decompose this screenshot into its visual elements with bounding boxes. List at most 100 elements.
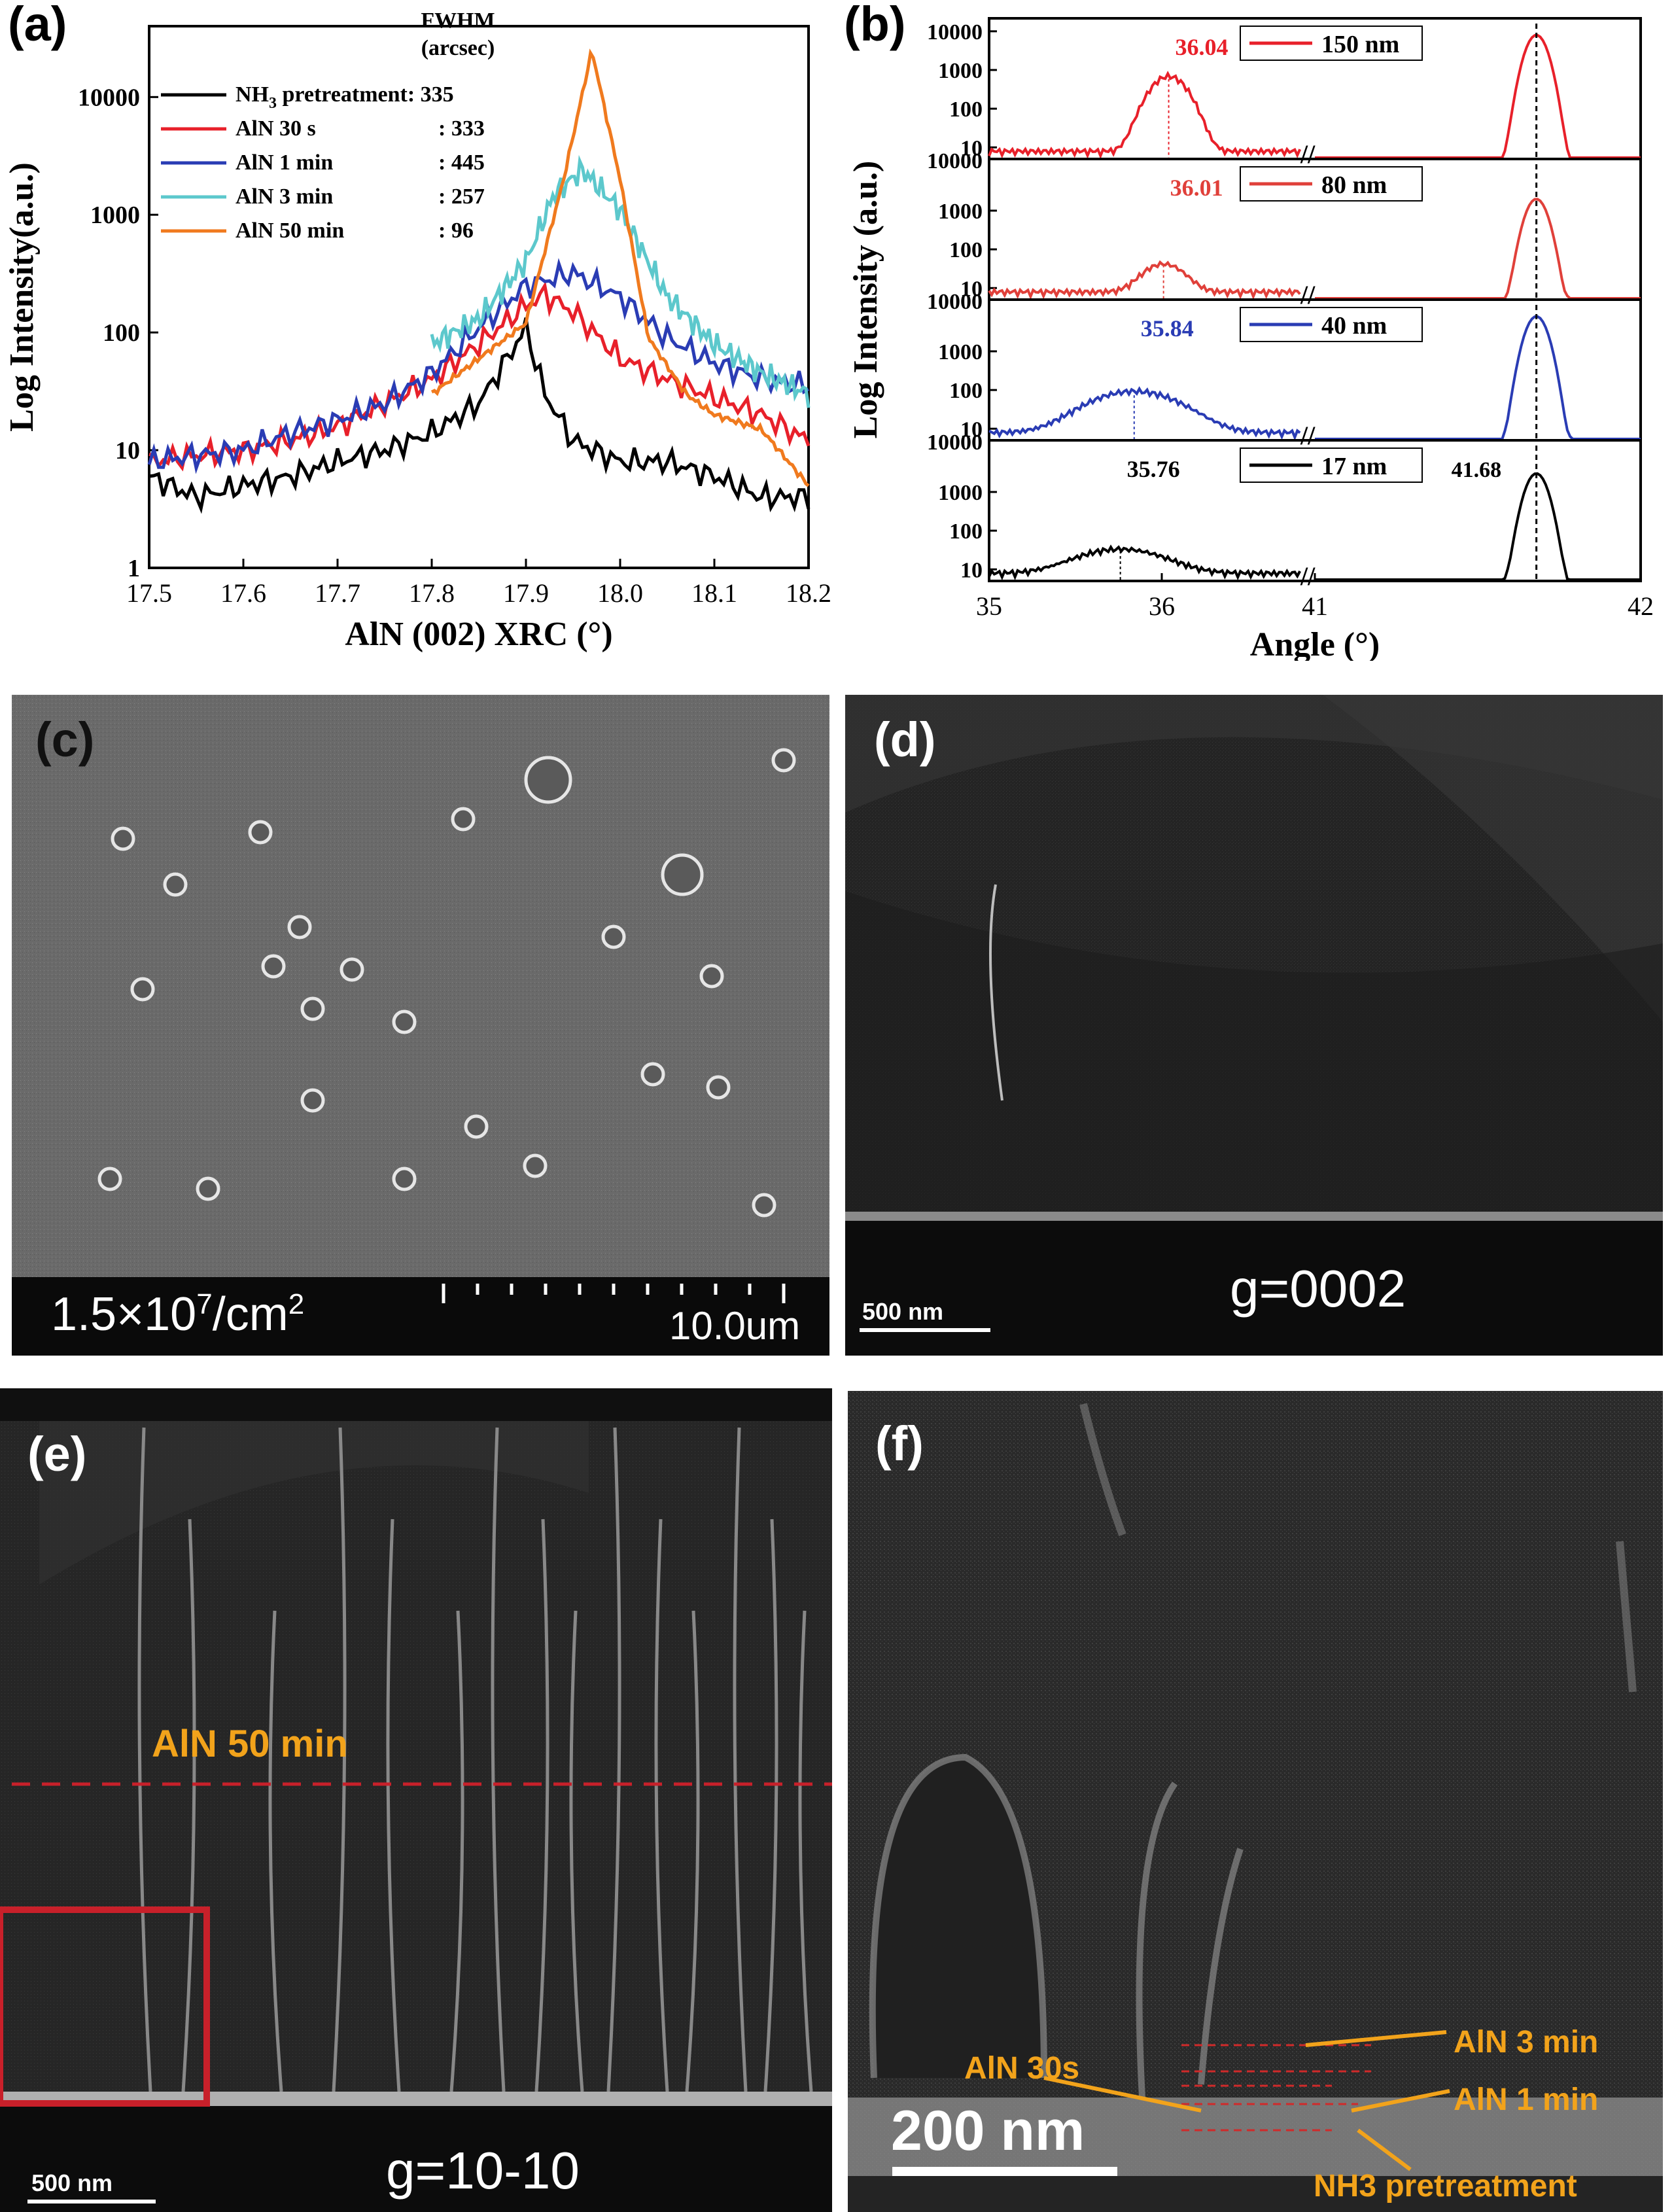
x-tick-label: 17.9 [503, 578, 549, 608]
scale-bar [892, 2167, 1117, 2176]
y-axis-label: Log Intensity (a.u.) [847, 161, 884, 439]
plot-frame [148, 25, 810, 569]
y-tick-label: 1 [128, 555, 140, 582]
x-tick-label: 35 [976, 591, 1002, 621]
y-tick-label: 10000 [78, 84, 140, 111]
legend-label-b150: 150 nm [1321, 31, 1399, 58]
surface-pit [640, 1062, 665, 1087]
surface-pit [300, 996, 325, 1021]
arrow-aln-1min [1351, 2089, 1450, 2113]
scale-bar-label: 500 nm [862, 1298, 944, 1325]
x-tick-label: 18.1 [691, 578, 737, 608]
density-unit: /cm [212, 1288, 288, 1341]
threading-dislocation [268, 1610, 283, 2092]
surface-pit [196, 1176, 220, 1201]
threading-dislocation [137, 1427, 152, 2092]
surface-pit [392, 1009, 417, 1034]
sem-surface [12, 695, 829, 1356]
panel-c-sem: 1.5×107/cm2 10.0um (c) [12, 695, 829, 1356]
legend-label-b40: 40 nm [1321, 312, 1387, 340]
y-tick-label: 1000 [938, 340, 983, 364]
panel-b: (b) 10 100 1000 10000 36.04 150 nm // 10 100 1000… [844, 0, 1674, 661]
y-tick-label: 10000 [927, 430, 983, 455]
surface-pit [451, 807, 476, 832]
y-tick-label: 1000 [938, 59, 983, 83]
scale-bar [27, 2200, 156, 2203]
x-tick-label: 17.6 [220, 578, 266, 608]
threading-dislocation [386, 1519, 401, 2092]
arrow-aln-3min [1305, 2030, 1447, 2047]
x-tick-label: 18.0 [597, 578, 643, 608]
series-line-m1 [147, 258, 810, 474]
panel-f-tem: 200 nm AlN 30s AlN 3 min AlN 1 min NH3 p… [848, 1391, 1663, 2212]
hump-b17 [988, 544, 1301, 581]
y-tick-label: 10 [960, 417, 983, 442]
x-tick-label: 17.7 [315, 578, 360, 608]
threading-dislocation [606, 1427, 621, 2092]
hump-b40 [988, 386, 1301, 441]
surface-pit [524, 756, 572, 804]
panel-e-tem: AlN 50 min 500 nm g=10-10 (e) [0, 1388, 832, 2212]
surface-pit [340, 957, 364, 982]
g-vector-label: g=10-10 [386, 2141, 580, 2200]
x-axis-label: AlN (002) XRC (°) [345, 616, 612, 653]
surface-pit [706, 1075, 731, 1100]
panel-e-label: (e) [27, 1427, 87, 1481]
x-tick-label: 42 [1628, 591, 1654, 621]
threading-dislocation [733, 1427, 748, 2092]
y-tick-label: 10000 [927, 20, 983, 44]
series-line-m50 [430, 48, 810, 487]
label-aln-3min: AlN 3 min [1454, 2025, 1599, 2060]
surface-pit [699, 964, 724, 989]
surface-pit [661, 853, 704, 896]
legend-fwhm-m50: : 96 [438, 219, 474, 243]
y-tick-label: 100 [949, 379, 983, 403]
xrc-chart: 17.5 17.6 17.7 17.8 17.9 18.0 18.1 18.2 1 10 100 10… [3, 9, 831, 653]
y-tick-label: 1000 [90, 202, 140, 229]
legend-label-nh3: NH3 pretreatment: 335 [235, 82, 454, 112]
peak-label-b80: 36.01 [1170, 175, 1223, 201]
surface-pit [261, 954, 286, 979]
x-tick-label: 17.8 [409, 578, 455, 608]
threading-dislocation [332, 1427, 347, 2092]
x-tick-label: 36 [1149, 591, 1175, 621]
sem-scale-ticks [442, 1284, 786, 1303]
surface-pit [752, 1193, 776, 1218]
axis-break: // [1300, 421, 1316, 450]
arrow-aln-30s [1043, 2076, 1202, 2113]
legend-label-b17: 17 nm [1321, 453, 1387, 480]
label-aln-30s: AlN 30s [964, 2051, 1080, 2086]
density-square: 2 [288, 1288, 305, 1320]
threading-dislocation [763, 1519, 778, 2092]
peak-label-b17: 35.76 [1127, 456, 1180, 482]
x-tick-label: 18.2 [786, 578, 831, 608]
surface-pit [163, 872, 188, 897]
threading-dislocation [798, 1610, 813, 2092]
y-tick-label: 10000 [927, 290, 983, 314]
hump-b80 [988, 260, 1301, 300]
y-axis-label: Log Intensity(a.u.) [3, 162, 41, 432]
legend-fwhm-m1: : 445 [438, 150, 485, 175]
label-nh3-pretreatment: NH3 pretreatment [1314, 2169, 1577, 2203]
panel-d-label: (d) [874, 712, 936, 767]
x-tick-label: 41 [1302, 591, 1328, 621]
threading-dislocation [685, 1610, 700, 2092]
tem-darkfield [845, 695, 1663, 1225]
surface-pit [130, 977, 155, 1002]
sem-info-bar [12, 1277, 829, 1356]
gan-peak-b80 [1315, 198, 1641, 300]
panel-a-label: (a) [8, 0, 67, 51]
defect-density-label: 1.5×107/cm2 [51, 1288, 305, 1341]
scale-bar-label: 500 nm [31, 2169, 113, 2196]
surface-pit [771, 748, 796, 773]
panel-c-label: (c) [35, 712, 95, 767]
surface-pit [111, 826, 135, 851]
panel-f-label: (f) [875, 1416, 924, 1471]
hexagonal-pits [97, 748, 796, 1218]
y-tick-label: 1000 [938, 200, 983, 224]
threading-dislocation [654, 1519, 669, 2092]
legend-subtitle: (arcsec) [421, 36, 495, 60]
legend-title: FWHM [421, 9, 495, 33]
surface-pit [248, 820, 273, 845]
threading-dislocation [534, 1519, 549, 2092]
